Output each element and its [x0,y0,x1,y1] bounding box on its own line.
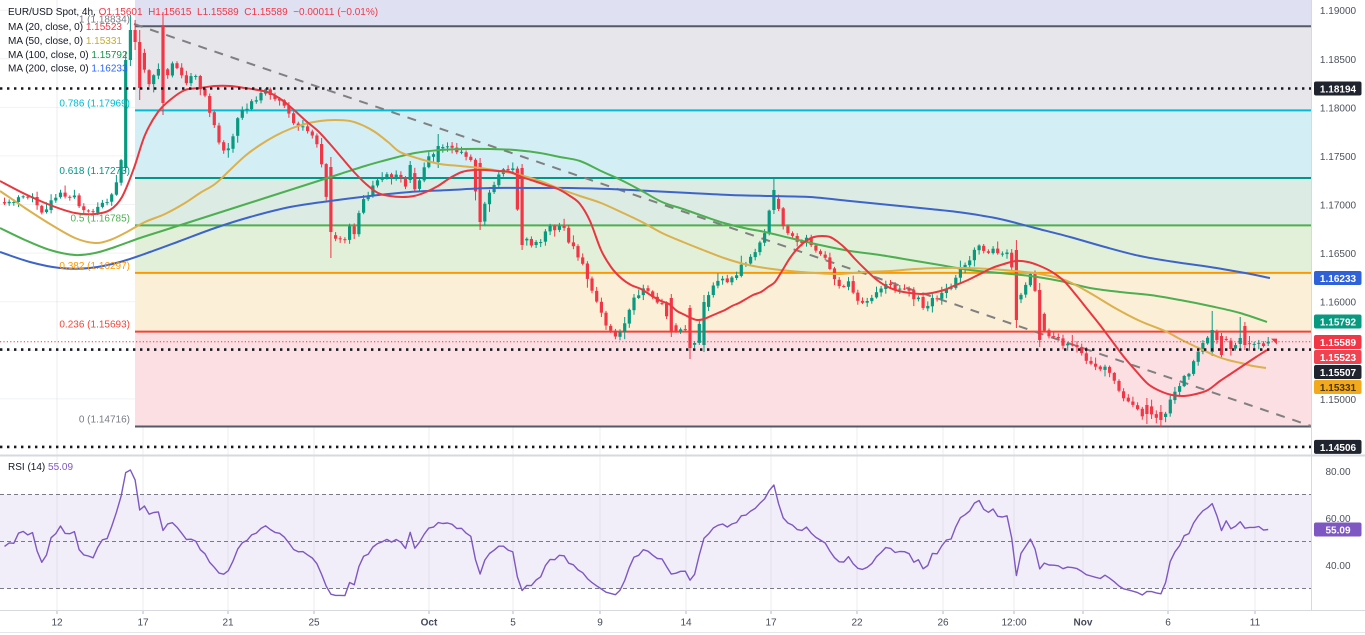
svg-text:1 (1.18834): 1 (1.18834) [79,14,130,25]
svg-text:80.00: 80.00 [1325,467,1350,478]
svg-text:MA (20, close, 0) 1.15523: MA (20, close, 0) 1.15523 [8,22,122,33]
svg-text:1.14506: 1.14506 [1320,443,1357,454]
svg-text:0.5 (1.16785): 0.5 (1.16785) [71,213,131,224]
svg-text:40.00: 40.00 [1325,561,1350,572]
svg-text:1.15331: 1.15331 [1320,383,1357,394]
svg-text:12:00: 12:00 [1001,618,1026,629]
svg-text:0.236 (1.15693): 0.236 (1.15693) [59,320,130,331]
svg-text:55.09: 55.09 [1325,526,1350,537]
svg-text:12: 12 [51,618,63,629]
svg-text:Oct: Oct [421,618,438,629]
svg-text:1.18194: 1.18194 [1320,85,1357,96]
svg-text:26: 26 [937,618,949,629]
svg-text:MA (200, close, 0) 1.16233: MA (200, close, 0) 1.16233 [8,64,128,75]
svg-text:17: 17 [137,618,149,629]
svg-text:Nov: Nov [1074,618,1093,629]
svg-text:1.16000: 1.16000 [1320,298,1357,309]
svg-text:1.15000: 1.15000 [1320,395,1357,406]
svg-text:1.19000: 1.19000 [1320,6,1357,17]
svg-text:1.16233: 1.16233 [1320,274,1357,285]
svg-text:9: 9 [597,618,603,629]
svg-text:1.15507: 1.15507 [1320,368,1357,379]
svg-text:11: 11 [1250,618,1261,629]
svg-text:21: 21 [222,618,234,629]
svg-text:6: 6 [1165,618,1171,629]
svg-text:1.15523: 1.15523 [1320,353,1357,364]
svg-text:0.382 (1.16297): 0.382 (1.16297) [59,261,130,272]
svg-text:0 (1.14716): 0 (1.14716) [79,415,130,426]
svg-text:1.18000: 1.18000 [1320,103,1357,114]
svg-text:1.18500: 1.18500 [1320,55,1357,66]
svg-text:1.17500: 1.17500 [1320,152,1357,163]
svg-text:5: 5 [510,618,516,629]
svg-text:1.15792: 1.15792 [1320,318,1357,329]
svg-text:0.618 (1.17273): 0.618 (1.17273) [59,166,130,177]
svg-text:1.16500: 1.16500 [1320,249,1357,260]
svg-text:MA (100, close, 0) 1.15792: MA (100, close, 0) 1.15792 [8,50,128,61]
svg-text:22: 22 [851,618,863,629]
svg-text:MA (50, close, 0) 1.15331: MA (50, close, 0) 1.15331 [8,36,122,47]
svg-text:0.786 (1.17969): 0.786 (1.17969) [59,98,130,109]
svg-text:RSI (14) 55.09: RSI (14) 55.09 [8,462,73,473]
svg-text:60.00: 60.00 [1325,514,1350,525]
svg-text:1.15589: 1.15589 [1320,338,1357,349]
svg-text:25: 25 [308,618,320,629]
svg-text:14: 14 [680,618,692,629]
svg-text:17: 17 [765,618,777,629]
svg-text:1.17000: 1.17000 [1320,201,1357,212]
svg-text:EUR/USD Spot, 4h, O1.15601 H1: EUR/USD Spot, 4h, O1.15601 H1.15615 L1.1… [8,7,378,18]
